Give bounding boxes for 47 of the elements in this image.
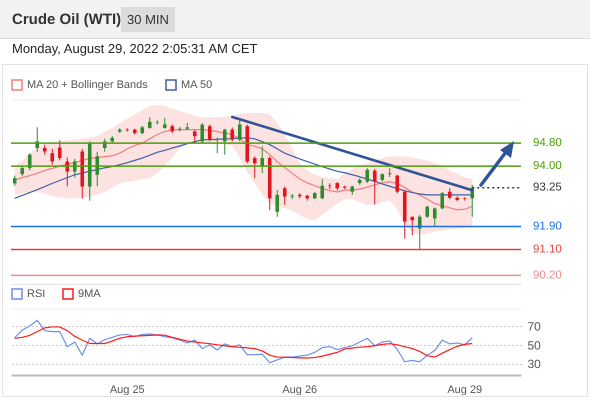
- ref-line-label: 90.20: [533, 269, 562, 282]
- text: Monday, August 29, 2022 2:05:31 AM CET: [12, 41, 258, 56]
- ref-line-label: 94.80: [533, 137, 562, 150]
- candlestick: [410, 216, 414, 236]
- ref-line-label: 91.10: [533, 244, 562, 256]
- candlestick: [365, 168, 370, 184]
- candlestick: [448, 188, 452, 200]
- ref-line-label: 94.00: [533, 160, 562, 172]
- x-tick-label: Aug 25: [110, 384, 145, 396]
- x-tick-label: Aug 26: [282, 384, 318, 396]
- candlestick: [200, 122, 204, 144]
- candlestick: [282, 186, 287, 206]
- candlestick: [12, 175, 17, 186]
- candlestick: [95, 151, 100, 187]
- legend-label: RSI: [27, 288, 46, 300]
- candlestick: [20, 166, 24, 177]
- x-tick-label: Aug 29: [447, 384, 482, 396]
- candlestick: [42, 144, 47, 156]
- candlestick: [432, 207, 437, 228]
- y-tick-label: 30: [528, 357, 542, 372]
- candlestick: [222, 128, 227, 156]
- candlestick: [372, 168, 377, 205]
- candlestick: [58, 140, 62, 161]
- line-series: [14, 326, 473, 359]
- candlestick: [50, 148, 54, 166]
- candlestick: [192, 130, 197, 144]
- y-tick-label: 50: [528, 338, 542, 352]
- candlestick: [425, 205, 430, 218]
- candlestick: [350, 185, 354, 196]
- candlestick: [440, 192, 444, 210]
- y-tick-label: 70: [528, 319, 542, 334]
- chart-title: Crude Oil (WTI): [12, 11, 122, 28]
- ref-line-label: 91.90: [533, 220, 562, 232]
- legend-label: MA 20 + Bollinger Bands: [27, 79, 148, 91]
- candlestick: [252, 156, 257, 179]
- legend-label: 9MA: [78, 288, 102, 300]
- candlestick: [162, 117, 167, 130]
- legend-label: MA 50: [181, 79, 212, 91]
- candlestick: [395, 174, 400, 194]
- candlestick: [230, 126, 234, 142]
- candlestick: [320, 178, 324, 200]
- candlestick: [275, 189, 280, 218]
- ref-line-label: 93.25: [533, 182, 562, 194]
- chart-subtitle: 30 MIN: [121, 7, 175, 32]
- line-series: [14, 320, 473, 364]
- candlestick: [148, 116, 152, 130]
- candlestick: [208, 124, 212, 142]
